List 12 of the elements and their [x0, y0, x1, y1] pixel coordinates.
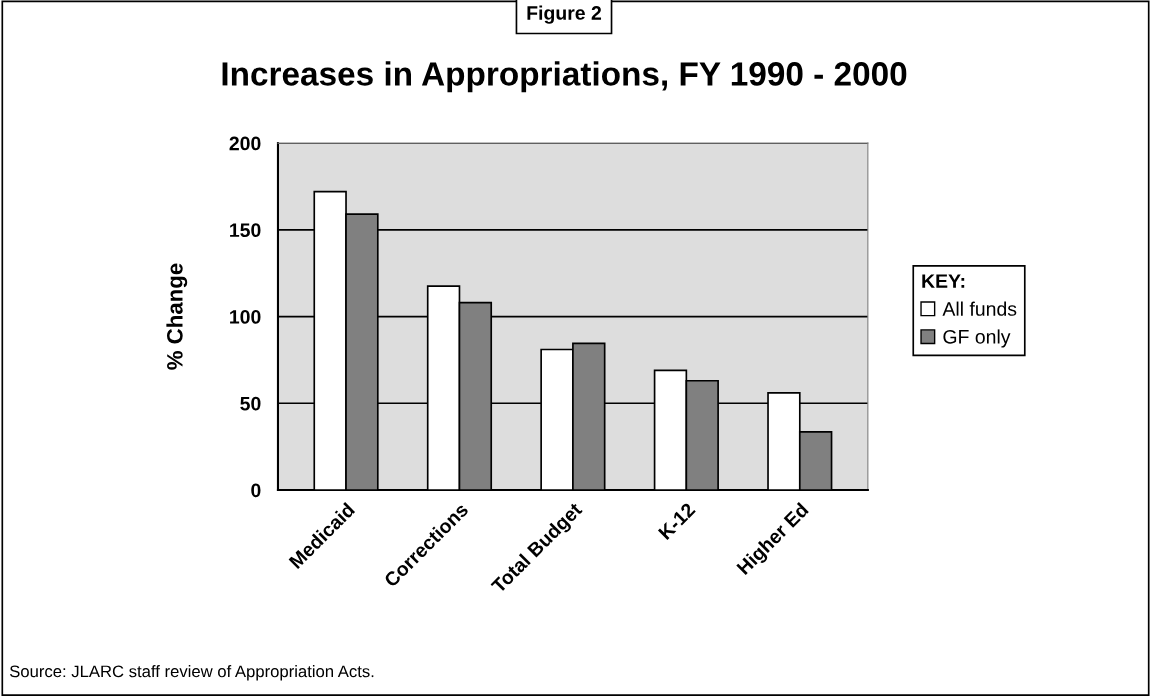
caption: Figure 2 [527, 5, 602, 24]
legend-label: GF only [943, 329, 1011, 348]
legend-title: KEY: [922, 274, 965, 288]
legend-label: All funds [942, 301, 1017, 316]
y-axis-title: % Change [166, 263, 188, 370]
y-tick-label: 200 [229, 136, 261, 151]
y-tick-label: 50 [240, 396, 261, 411]
y-tick-label: 0 [251, 483, 261, 498]
source-note: Source: JLARC staff review of Appropriation Acts. [9, 665, 374, 681]
chart-title: Increases in Appropriations, FY 1990 - 2000 [222, 61, 907, 93]
y-tick-label: 150 [230, 223, 261, 238]
y-tick-label: 100 [230, 310, 261, 324]
